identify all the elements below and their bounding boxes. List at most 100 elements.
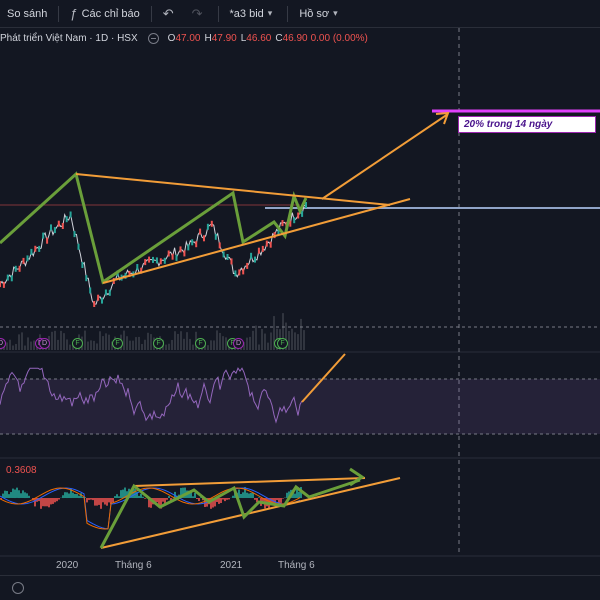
candle	[152, 256, 154, 263]
volume-bar	[60, 330, 62, 350]
macd-histogram-bar	[74, 493, 76, 498]
toolbar-divider	[217, 5, 219, 22]
undo-button[interactable]: ↶	[156, 0, 185, 27]
volume-bar	[84, 330, 86, 350]
macd-histogram-bar	[164, 498, 166, 505]
volume-bar	[21, 332, 23, 350]
redo-button[interactable]: ↷	[185, 0, 214, 27]
macd-histogram-bar	[88, 498, 90, 500]
volume-bar	[99, 331, 101, 350]
annotation-text: 20% trong 14 ngày	[464, 119, 553, 130]
chevron-down-icon: ▾	[267, 8, 273, 18]
volume-bar	[246, 337, 248, 350]
event-marker[interactable]: F	[195, 338, 206, 349]
volume-bar	[273, 316, 275, 350]
event-marker[interactable]: D	[233, 338, 244, 349]
macd-histogram-bar	[258, 497, 260, 498]
macd-histogram-bar	[80, 493, 82, 498]
macd-histogram-bar	[116, 494, 118, 499]
candle	[14, 265, 17, 272]
event-marker[interactable]: F	[277, 338, 288, 349]
candle	[246, 262, 249, 269]
candle	[210, 220, 213, 227]
macd-histogram-bar	[252, 492, 254, 499]
macd-histogram-bar	[120, 490, 122, 499]
macd-histogram-bar	[138, 495, 140, 498]
candle	[230, 258, 233, 265]
candle	[195, 241, 198, 248]
macd-upper-trendline	[133, 477, 366, 487]
macd-histogram-bar	[28, 495, 30, 498]
macd-histogram-bar	[58, 498, 60, 500]
volume-bar	[27, 337, 29, 350]
candle	[265, 240, 268, 247]
event-marker[interactable]: D	[39, 338, 50, 349]
candle	[22, 257, 25, 264]
candle	[69, 211, 72, 218]
volume-bar	[210, 340, 212, 350]
candle	[250, 252, 253, 259]
macd-histogram-bar	[108, 498, 110, 503]
volume-bar	[255, 325, 257, 350]
macd-histogram-bar	[40, 498, 42, 509]
candle	[171, 253, 174, 260]
volume-bar	[291, 328, 293, 350]
top-toolbar: So sánh ƒ Các chỉ báo ↶ ↷ *a3 bid ▾ Hồ sơ ▾	[0, 0, 600, 28]
indicator-value: 0.3608	[6, 465, 37, 476]
close-key: C	[275, 32, 283, 44]
candle	[297, 212, 300, 219]
macd-histogram-bar	[78, 495, 80, 499]
event-marker[interactable]: F	[72, 338, 83, 349]
time-axis-label: Tháng 6	[278, 560, 315, 571]
candle	[175, 254, 178, 261]
candle	[53, 227, 56, 234]
volume-bar	[294, 332, 296, 350]
candle	[128, 270, 131, 277]
volume-bar	[249, 336, 251, 350]
candle	[238, 269, 241, 276]
macd-histogram-bar	[240, 493, 242, 498]
volume-bar	[243, 342, 245, 350]
volume-bar	[12, 345, 14, 350]
candle	[104, 289, 107, 296]
high-key: H	[204, 32, 212, 44]
candle	[97, 294, 100, 301]
layout-dropdown[interactable]: *a3 bid ▾	[223, 0, 284, 27]
candle	[93, 301, 96, 307]
volume-bar	[219, 332, 221, 350]
macd-histogram-bar	[296, 488, 298, 498]
indicators-button[interactable]: ƒ Các chỉ báo	[63, 0, 146, 27]
macd-histogram-bar	[98, 498, 100, 505]
rsi-line	[0, 367, 303, 424]
macd-histogram-bar	[16, 487, 18, 498]
open-key: O	[167, 32, 176, 44]
settings-icon[interactable]	[12, 582, 24, 594]
volume-bar	[183, 338, 185, 350]
macd-histogram-bar	[46, 498, 48, 507]
hide-icon[interactable]	[147, 32, 159, 44]
chart-canvas[interactable]	[0, 0, 600, 575]
target-annotation[interactable]: 20% trong 14 ngày	[458, 116, 596, 133]
macd-histogram-bar	[50, 498, 52, 505]
candle	[144, 259, 147, 266]
event-marker[interactable]: F	[112, 338, 123, 349]
macd-histogram-bar	[8, 494, 10, 499]
redo-icon: ↷	[191, 5, 203, 21]
candle	[187, 244, 190, 251]
compare-button[interactable]: So sánh	[0, 0, 54, 27]
volume-bar	[174, 331, 176, 350]
macd-histogram-bar	[112, 498, 114, 502]
profile-dropdown[interactable]: Hồ sơ ▾	[292, 0, 348, 27]
triangle-lower-trendline	[102, 198, 411, 284]
macd-histogram-bar	[182, 487, 184, 498]
candle	[10, 275, 13, 282]
elliott-wave-line	[0, 171, 308, 285]
rsi-series	[0, 367, 303, 424]
macd-histogram-bar	[92, 498, 94, 501]
volume-bar	[216, 330, 218, 350]
macd-histogram-bar	[114, 496, 116, 499]
candle	[50, 224, 52, 231]
candle	[0, 281, 1, 288]
event-marker[interactable]: F	[153, 338, 164, 349]
volume-bar	[282, 313, 284, 350]
